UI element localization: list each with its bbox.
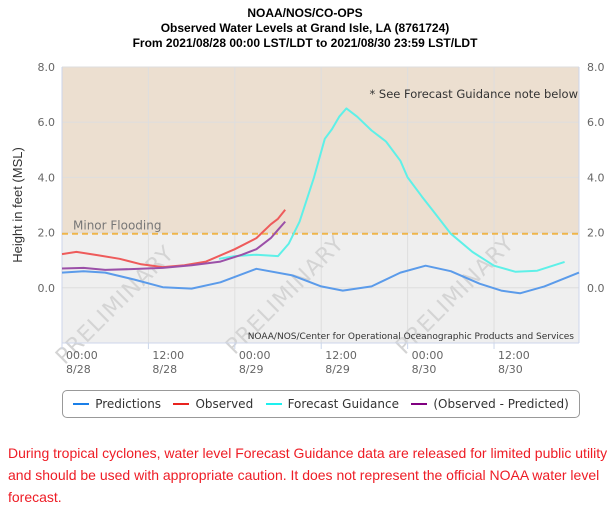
y-tick-label-left: 6.0	[38, 116, 56, 129]
legend-item-observed-minus-predicted[interactable]: (Observed - Predicted)	[411, 397, 569, 411]
y-tick-label-left: 2.0	[38, 227, 56, 240]
legend-label: Forecast Guidance	[287, 397, 399, 411]
forecast-guidance-swatch-icon	[265, 403, 282, 405]
y-tick-label-right: 2.0	[587, 227, 605, 240]
x-tick-time-label: 00:00	[412, 349, 444, 362]
y-tick-label-right: 8.0	[587, 61, 605, 74]
legend-item-predictions[interactable]: Predictions	[73, 397, 161, 411]
series-line-observed-predicted	[61, 220, 286, 271]
predictions-swatch-icon	[73, 403, 90, 405]
chart-date-range: From 2021/08/28 00:00 LST/LDT to 2021/08…	[132, 36, 478, 50]
x-tick-date-label: 8/29	[239, 363, 264, 376]
x-tick-time-label: 12:00	[152, 349, 184, 362]
forecast-guidance-note: During tropical cyclones, water level Fo…	[8, 445, 608, 505]
y-tick-label-right: 4.0	[587, 171, 605, 184]
legend-label: Predictions	[95, 397, 162, 411]
x-tick-time-label: 00:00	[66, 349, 98, 362]
x-tick-date-label: 8/28	[66, 363, 91, 376]
x-tick-time-label: 12:00	[325, 349, 357, 362]
legend-item-forecast-guidance[interactable]: Forecast Guidance	[265, 397, 399, 411]
chart-legend: Predictions Observed Forecast Guidance (…	[62, 390, 580, 418]
x-tick-date-label: 8/28	[152, 363, 177, 376]
forecast-guidance-annotation: * See Forecast Guidance note below	[370, 87, 579, 101]
legend-item-observed[interactable]: Observed	[173, 397, 253, 411]
legend-label: Observed	[195, 397, 254, 411]
observed-minus-predicted-swatch-icon	[411, 403, 428, 405]
chart-credit: NOAA/NOS/Center for Operational Oceanogr…	[248, 332, 575, 342]
x-tick-date-label: 8/30	[498, 363, 523, 376]
y-tick-label-left: 0.0	[38, 282, 56, 295]
x-tick-date-label: 8/30	[412, 363, 437, 376]
chart-title: Observed Water Levels at Grand Isle, LA …	[160, 21, 450, 35]
y-tick-label-left: 8.0	[38, 61, 56, 74]
y-tick-label-right: 0.0	[587, 282, 605, 295]
legend-label: (Observed - Predicted)	[433, 397, 569, 411]
y-tick-label-left: 4.0	[38, 171, 56, 184]
y-tick-label-right: 6.0	[587, 116, 605, 129]
observed-swatch-icon	[173, 403, 190, 405]
chart-supertitle: NOAA/NOS/CO-OPS	[247, 6, 363, 20]
x-tick-date-label: 8/29	[325, 363, 350, 376]
x-tick-time-label: 00:00	[239, 349, 271, 362]
x-tick-time-label: 12:00	[498, 349, 530, 362]
series-line-forecast-guidance	[218, 107, 565, 273]
series-line-predictions	[61, 264, 580, 295]
minor-flooding-label: Minor Flooding	[73, 219, 161, 233]
y-axis-title: Height in feet (MSL)	[10, 147, 25, 263]
